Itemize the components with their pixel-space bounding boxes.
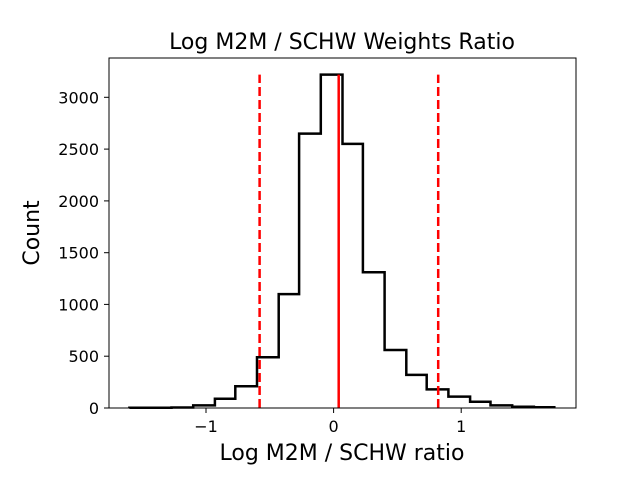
y-tick-label: 1000 <box>58 295 99 314</box>
y-tick-label: 2000 <box>58 192 99 211</box>
y-tick-label: 2500 <box>58 140 99 159</box>
y-axis-label: Count <box>20 200 45 266</box>
x-tick-label: 0 <box>329 417 339 436</box>
x-axis-label: Log M2M / SCHW ratio <box>220 441 465 466</box>
y-tick-label: 0 <box>89 399 99 418</box>
chart-title: Log M2M / SCHW Weights Ratio <box>169 30 515 55</box>
y-tick-label: 500 <box>68 347 99 366</box>
x-tick-label: 1 <box>456 417 466 436</box>
x-tick-label: −1 <box>194 417 218 436</box>
y-tick-label: 1500 <box>58 244 99 263</box>
y-tick-label: 3000 <box>58 88 99 107</box>
